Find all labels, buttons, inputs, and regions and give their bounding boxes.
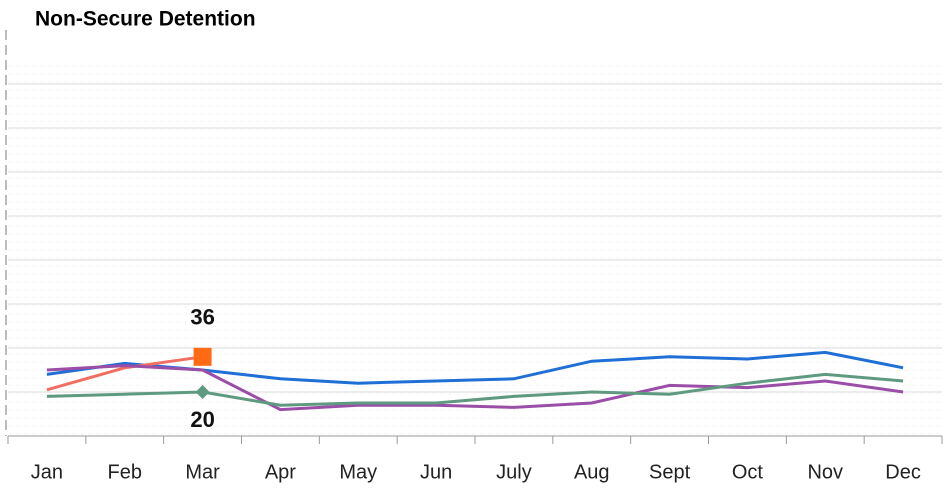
marker (193, 347, 212, 366)
x-tick-label: Dec (885, 461, 921, 483)
data-label: 36 (190, 305, 214, 330)
x-tick-label: Aug (574, 461, 610, 483)
chart-title: Non-Secure Detention (35, 8, 256, 31)
x-tick-label: Nov (807, 461, 843, 483)
x-tick-label: Oct (732, 461, 764, 483)
x-tick-label: Sept (649, 461, 691, 483)
x-tick-label: May (339, 461, 377, 483)
series-line (46, 355, 203, 392)
series-line (46, 364, 904, 412)
x-tick-label: Jun (420, 461, 452, 483)
plot-background (8, 60, 942, 436)
series-line (46, 372, 904, 407)
x-tick-label: July (496, 461, 532, 483)
data-label: 20 (190, 407, 214, 432)
x-tick-label: Feb (108, 461, 142, 483)
marker (195, 385, 210, 399)
x-tick-label: Jan (31, 461, 63, 483)
x-tick-label: Apr (265, 461, 296, 483)
x-tick-label: Mar (185, 461, 220, 483)
